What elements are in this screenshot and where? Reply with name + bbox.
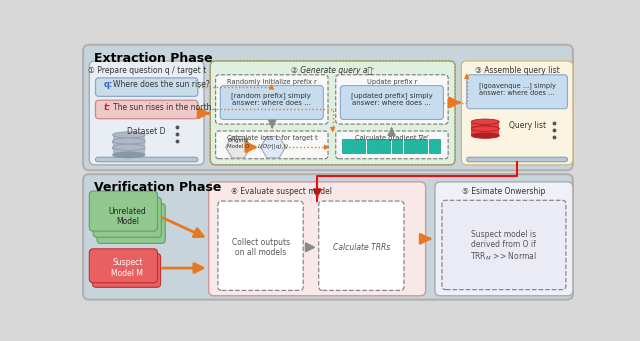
- FancyBboxPatch shape: [216, 131, 328, 159]
- Ellipse shape: [472, 133, 499, 138]
- Bar: [367, 139, 378, 153]
- Ellipse shape: [472, 126, 499, 131]
- Bar: [417, 139, 428, 153]
- FancyBboxPatch shape: [83, 174, 573, 300]
- Text: ① Prepare question q / target t: ① Prepare question q / target t: [88, 65, 206, 75]
- FancyBboxPatch shape: [435, 182, 573, 296]
- Text: ③ Assemble query list: ③ Assemble query list: [475, 65, 559, 75]
- Text: Query list: Query list: [509, 121, 547, 130]
- FancyBboxPatch shape: [218, 201, 303, 291]
- FancyBboxPatch shape: [90, 191, 157, 231]
- Text: Calculate TRRs: Calculate TRRs: [333, 243, 390, 252]
- FancyBboxPatch shape: [319, 201, 404, 291]
- Text: t:: t:: [103, 103, 111, 112]
- Bar: [113, 135, 145, 143]
- FancyBboxPatch shape: [92, 253, 161, 287]
- FancyBboxPatch shape: [90, 61, 204, 165]
- Text: L(O(r||q),t): L(O(r||q),t): [257, 144, 289, 149]
- Text: Verification Phase: Verification Phase: [94, 181, 221, 194]
- FancyBboxPatch shape: [209, 182, 426, 296]
- FancyBboxPatch shape: [220, 86, 323, 119]
- Ellipse shape: [113, 144, 145, 150]
- Bar: [392, 139, 403, 153]
- Text: ② Generate query aᶀʳ: ② Generate query aᶀʳ: [291, 65, 374, 75]
- Text: Dataset D: Dataset D: [127, 127, 166, 136]
- FancyBboxPatch shape: [210, 61, 455, 165]
- FancyBboxPatch shape: [336, 75, 448, 124]
- Text: Update prefix r: Update prefix r: [367, 79, 417, 85]
- FancyBboxPatch shape: [336, 131, 448, 159]
- Text: Randomly Initialize prefix r: Randomly Initialize prefix r: [227, 79, 317, 85]
- Text: ⑤ Esimate Onwership: ⑤ Esimate Onwership: [462, 187, 546, 196]
- FancyBboxPatch shape: [442, 200, 566, 290]
- Ellipse shape: [472, 126, 499, 131]
- Bar: [404, 139, 415, 153]
- FancyBboxPatch shape: [467, 75, 568, 109]
- FancyBboxPatch shape: [93, 197, 161, 237]
- FancyBboxPatch shape: [340, 86, 444, 119]
- FancyBboxPatch shape: [216, 75, 328, 124]
- Text: Collect outputs
on all models: Collect outputs on all models: [232, 238, 290, 257]
- FancyBboxPatch shape: [461, 61, 573, 165]
- FancyBboxPatch shape: [95, 78, 198, 97]
- Text: q:: q:: [103, 80, 113, 89]
- Bar: [472, 122, 499, 129]
- FancyBboxPatch shape: [467, 157, 568, 162]
- Ellipse shape: [113, 152, 145, 158]
- Ellipse shape: [113, 132, 145, 138]
- Bar: [113, 147, 145, 155]
- Bar: [379, 139, 390, 153]
- Ellipse shape: [113, 139, 145, 146]
- Bar: [472, 129, 499, 136]
- Text: [igoavenque ...] simply
answer: where does ...: [igoavenque ...] simply answer: where do…: [479, 83, 556, 96]
- FancyBboxPatch shape: [90, 249, 157, 283]
- Text: Unrelated
Model: Unrelated Model: [108, 207, 146, 226]
- Ellipse shape: [113, 138, 145, 144]
- Text: Suspect model is
derived from O if
TRR$_M$ >> Normal: Suspect model is derived from O if TRR$_…: [470, 229, 538, 263]
- Bar: [113, 141, 145, 149]
- Text: [random prefix] simply
answer: where does ...: [random prefix] simply answer: where doe…: [232, 92, 312, 106]
- Bar: [429, 139, 440, 153]
- Text: The sun rises in the north.: The sun rises in the north.: [113, 103, 214, 112]
- Text: Calculate loss L for target t: Calculate loss L for target t: [227, 135, 317, 141]
- Text: Original
Model O: Original Model O: [227, 138, 250, 149]
- FancyBboxPatch shape: [95, 157, 198, 162]
- Bar: [355, 139, 365, 153]
- Ellipse shape: [113, 146, 145, 152]
- Text: Calculate gradient ∇eʳ: Calculate gradient ∇eʳ: [355, 135, 429, 141]
- Text: ④ Evaluate suspect model: ④ Evaluate suspect model: [231, 187, 332, 196]
- Text: Extraction Phase: Extraction Phase: [94, 52, 212, 65]
- Ellipse shape: [472, 119, 499, 124]
- Text: Suspect
Model M: Suspect Model M: [111, 258, 143, 278]
- Text: [updated prefix] simply
answer: where does ...: [updated prefix] simply answer: where do…: [351, 92, 433, 106]
- FancyBboxPatch shape: [97, 203, 165, 243]
- FancyBboxPatch shape: [83, 45, 573, 170]
- Bar: [342, 139, 353, 153]
- FancyBboxPatch shape: [95, 100, 198, 119]
- Text: Where does the sun rise?: Where does the sun rise?: [113, 80, 210, 89]
